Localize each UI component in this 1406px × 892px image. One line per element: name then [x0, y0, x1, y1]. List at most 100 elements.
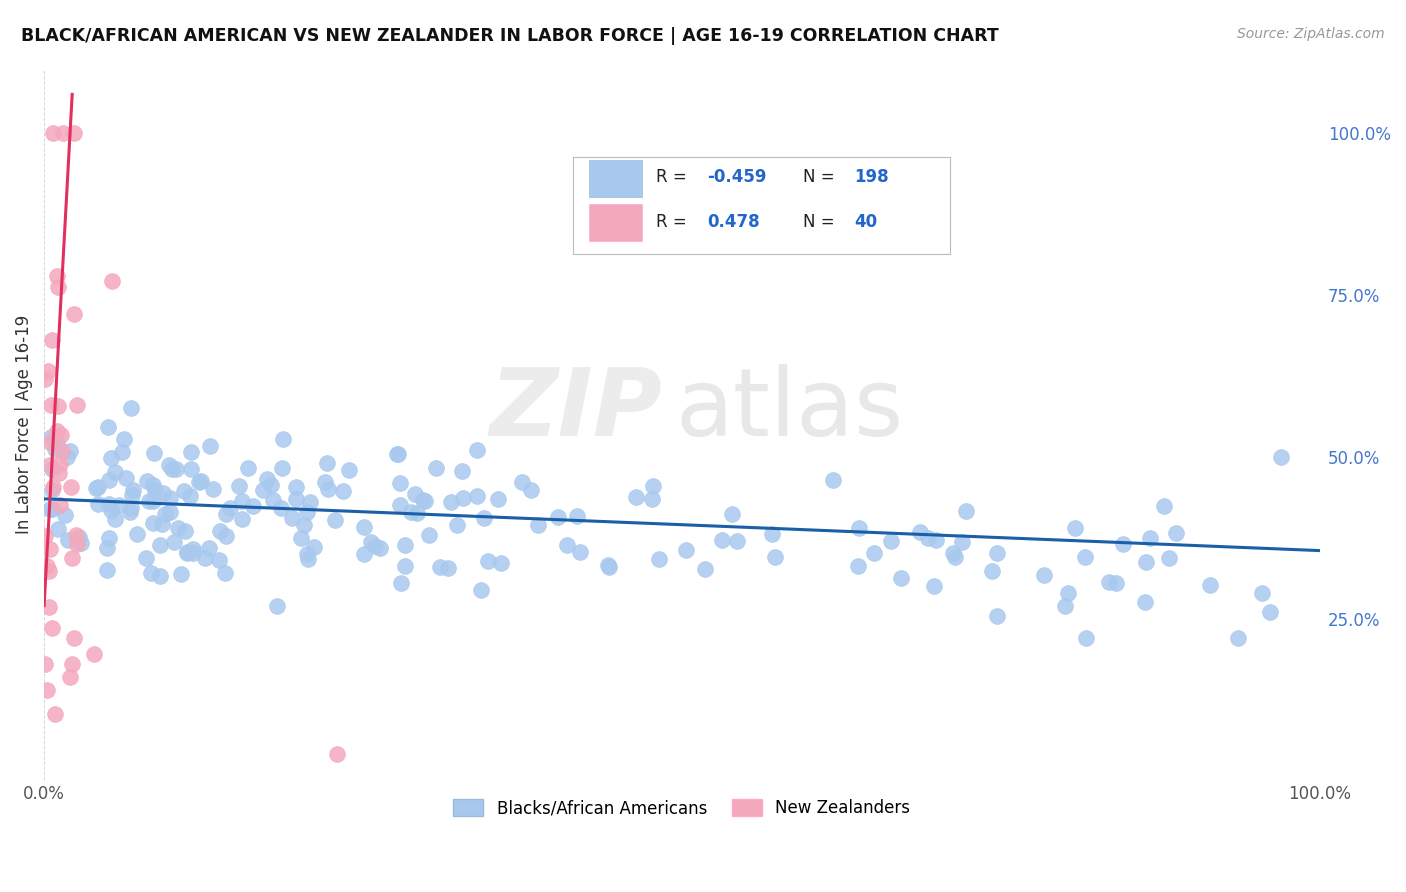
- Point: [41, 333, 63, 347]
- Point: [693, 562, 716, 576]
- Point: [112, 432, 135, 446]
- Text: R =: R =: [657, 212, 697, 230]
- Point: [108, 498, 131, 512]
- Text: ZIP: ZIP: [489, 364, 662, 456]
- Point: [647, 552, 669, 566]
- Point: [97, 532, 120, 546]
- Point: [1258, 605, 1281, 619]
- Point: [1032, 567, 1054, 582]
- Point: [302, 540, 325, 554]
- Point: [270, 501, 292, 516]
- Point: [46, 279, 69, 293]
- Point: [97, 497, 120, 511]
- Point: [890, 571, 912, 585]
- Point: [56, 533, 79, 547]
- Point: [1226, 631, 1249, 645]
- Point: [472, 511, 495, 525]
- Text: R =: R =: [657, 169, 692, 186]
- Point: [295, 547, 318, 561]
- Point: [236, 461, 259, 475]
- Point: [486, 492, 509, 507]
- Point: [209, 524, 232, 539]
- FancyBboxPatch shape: [574, 158, 950, 253]
- Point: [1270, 450, 1292, 464]
- Point: [290, 531, 312, 545]
- Point: [295, 505, 318, 519]
- Point: [429, 560, 451, 574]
- Point: [925, 533, 948, 547]
- FancyBboxPatch shape: [589, 204, 643, 242]
- Point: [121, 483, 143, 497]
- Point: [215, 507, 238, 521]
- Point: [180, 444, 202, 458]
- Point: [125, 527, 148, 541]
- Point: [120, 501, 142, 516]
- Point: [181, 541, 204, 556]
- Point: [96, 541, 118, 555]
- Point: [412, 493, 434, 508]
- Point: [1063, 521, 1085, 535]
- Point: [413, 494, 436, 508]
- Point: [66, 398, 89, 412]
- Point: [465, 442, 488, 457]
- Point: [337, 463, 360, 477]
- Text: N =: N =: [803, 169, 839, 186]
- Point: [405, 506, 427, 520]
- Point: [1133, 595, 1156, 609]
- Point: [149, 538, 172, 552]
- Point: [1153, 499, 1175, 513]
- Point: [1076, 631, 1098, 645]
- FancyBboxPatch shape: [589, 160, 643, 196]
- Point: [37, 364, 59, 378]
- Point: [34, 657, 56, 671]
- Point: [465, 489, 488, 503]
- Point: [53, 508, 76, 522]
- Point: [181, 546, 204, 560]
- Point: [83, 647, 105, 661]
- Point: [66, 536, 89, 550]
- Point: [152, 486, 174, 500]
- Point: [214, 566, 236, 581]
- Point: [942, 546, 965, 560]
- Point: [49, 428, 72, 442]
- Point: [67, 531, 90, 545]
- Point: [231, 494, 253, 508]
- Point: [48, 467, 70, 481]
- Point: [59, 670, 82, 684]
- Point: [425, 460, 447, 475]
- Point: [34, 372, 56, 386]
- Point: [42, 126, 65, 140]
- Point: [821, 474, 844, 488]
- Point: [943, 549, 966, 564]
- Point: [179, 489, 201, 503]
- Point: [38, 564, 60, 578]
- Point: [1250, 585, 1272, 599]
- Point: [316, 482, 339, 496]
- Point: [84, 481, 107, 495]
- Point: [97, 420, 120, 434]
- Point: [46, 268, 69, 283]
- Point: [725, 533, 748, 548]
- Text: 0.478: 0.478: [707, 212, 761, 230]
- Point: [63, 307, 86, 321]
- Point: [846, 559, 869, 574]
- Point: [87, 480, 110, 494]
- Point: [180, 462, 202, 476]
- Point: [231, 512, 253, 526]
- Point: [159, 505, 181, 519]
- Point: [42, 480, 65, 494]
- Point: [165, 461, 187, 475]
- Point: [142, 516, 165, 530]
- Point: [910, 525, 932, 540]
- Point: [1164, 526, 1187, 541]
- Point: [1074, 549, 1097, 564]
- Point: [332, 483, 354, 498]
- Point: [166, 521, 188, 535]
- Point: [149, 568, 172, 582]
- Point: [399, 505, 422, 519]
- Point: [44, 707, 66, 722]
- Point: [675, 543, 697, 558]
- Point: [111, 445, 134, 459]
- Point: [45, 436, 67, 450]
- Point: [39, 541, 62, 556]
